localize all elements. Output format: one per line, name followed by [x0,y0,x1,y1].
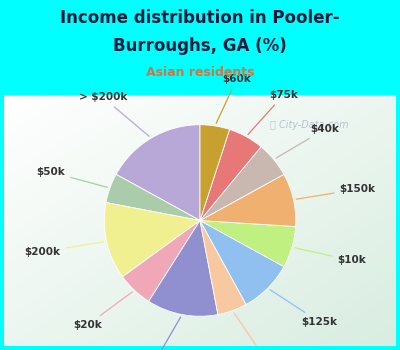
Text: $10k: $10k [295,248,366,265]
Wedge shape [149,220,218,316]
Text: Burroughs, GA (%): Burroughs, GA (%) [113,37,287,55]
Wedge shape [200,130,261,220]
Text: $100k: $100k [137,317,181,350]
Text: $60k: $60k [216,74,251,124]
Wedge shape [200,147,284,220]
Text: Income distribution in Pooler-: Income distribution in Pooler- [60,9,340,27]
Text: $40k: $40k [276,124,339,158]
Text: ⓘ City-Data.com: ⓘ City-Data.com [270,120,349,130]
Wedge shape [122,220,200,301]
Wedge shape [200,174,296,226]
Text: $200k: $200k [24,242,104,257]
Text: Asian residents: Asian residents [146,66,254,79]
Wedge shape [200,125,230,220]
Wedge shape [200,220,246,315]
Wedge shape [200,220,296,267]
Text: $125k: $125k [270,290,337,327]
Text: $30k: $30k [234,313,277,350]
Text: $75k: $75k [248,90,298,134]
Wedge shape [200,220,284,304]
Wedge shape [116,125,200,220]
Text: $150k: $150k [296,184,376,199]
Wedge shape [104,203,200,277]
Text: > $200k: > $200k [79,92,149,136]
Wedge shape [106,174,200,220]
Text: $50k: $50k [36,167,107,187]
Text: $20k: $20k [73,292,132,330]
